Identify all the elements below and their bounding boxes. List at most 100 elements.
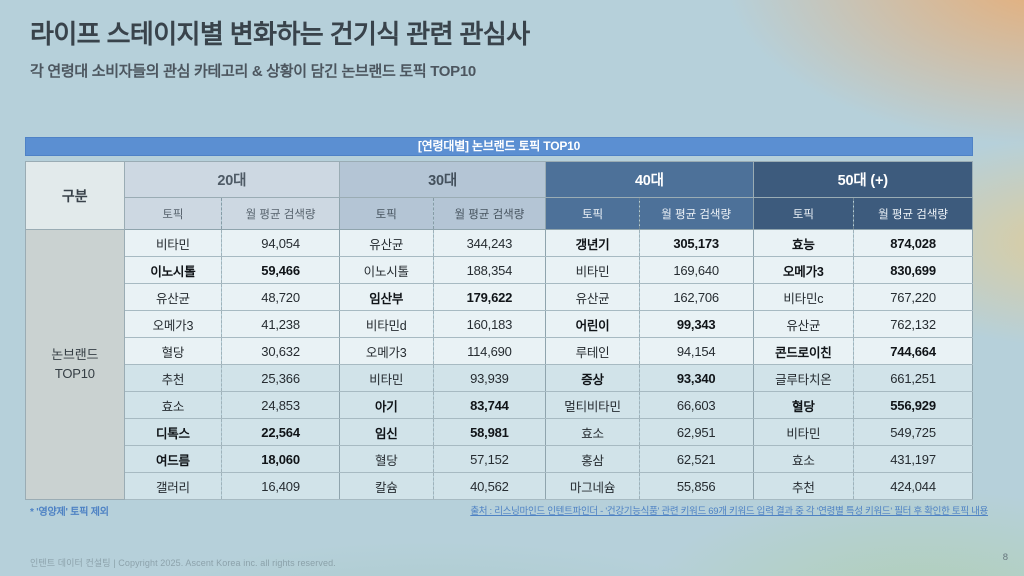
search-volume-cell: 62,521 <box>639 445 754 473</box>
topic-cell: 칼슘 <box>339 472 434 500</box>
topic-cell: 혈당 <box>124 337 223 365</box>
volume-column-header: 월 평균 검색량 <box>639 197 754 230</box>
search-volume-cell: 169,640 <box>639 256 754 284</box>
search-volume-cell: 55,856 <box>639 472 754 500</box>
search-volume-cell: 99,343 <box>639 310 754 338</box>
topics-table: 구분 20대 30대 40대 50대 (+) 토픽 월 평균 검색량 토픽 월 … <box>25 161 974 500</box>
search-volume-cell: 344,243 <box>433 229 547 257</box>
table-row: 유산균 48,720 임산부 179,622 유산균 162,706 비타민c 767,220 <box>26 283 973 311</box>
volume-column-header: 월 평균 검색량 <box>853 197 973 230</box>
table-row: 추천 25,366 비타민 93,939 증상 93,340 글루타치온 661,251 <box>26 364 973 392</box>
table-row: 갤러리 16,409 칼슘 40,562 마그네슘 55,856 추천 424,044 <box>26 472 973 500</box>
search-volume-cell: 93,340 <box>639 364 754 392</box>
table-row: 이노시톨 59,466 이노시톨 188,354 비타민 169,640 오메가3 830,6… <box>26 256 973 284</box>
topic-cell: 추천 <box>124 364 223 392</box>
search-volume-cell: 162,706 <box>639 283 754 311</box>
source-link[interactable]: 출처 : 리스닝마인드 인텐트파인더 - '건강기능식품' 관련 키워드 69개… <box>470 506 988 517</box>
topic-column-header: 토픽 <box>339 197 434 230</box>
page-number: 8 <box>1002 552 1008 563</box>
topic-cell: 효능 <box>753 229 855 257</box>
age-group-header-30s: 30대 <box>338 161 547 198</box>
topic-cell: 비타민d <box>339 310 434 338</box>
topic-cell: 효소 <box>124 391 223 419</box>
search-volume-cell: 16,409 <box>221 472 340 500</box>
search-volume-cell: 83,744 <box>433 391 547 419</box>
topic-column-header: 토픽 <box>545 197 640 230</box>
footer-row: * '영양제' 토픽 제외 출처 : 리스닝마인드 인텐트파인더 - '건강기능… <box>30 503 988 518</box>
search-volume-cell: 94,054 <box>221 229 340 257</box>
topic-cell: 임산부 <box>339 283 434 311</box>
table-row: 혈당 30,632 오메가3 114,690 루테인 94,154 콘드로이친 744,664 <box>26 337 973 365</box>
search-volume-cell: 767,220 <box>853 283 973 311</box>
search-volume-cell: 93,939 <box>433 364 547 392</box>
table-row: 오메가3 41,238 비타민d 160,183 어린이 99,343 유산균 762,132 <box>26 310 973 338</box>
search-volume-cell: 830,699 <box>853 256 973 284</box>
header-block: 라이프 스테이지별 변화하는 건기식 관련 관심사 각 연령대 소비자들의 관심… <box>30 14 530 81</box>
topic-cell: 갤러리 <box>124 472 223 500</box>
topic-cell: 효소 <box>753 445 855 473</box>
topic-cell: 아기 <box>339 391 434 419</box>
search-volume-cell: 114,690 <box>433 337 547 365</box>
search-volume-cell: 41,238 <box>221 310 340 338</box>
topic-cell: 유산균 <box>339 229 434 257</box>
search-volume-cell: 762,132 <box>853 310 973 338</box>
topic-cell: 비타민 <box>753 418 855 446</box>
volume-column-header: 월 평균 검색량 <box>433 197 547 230</box>
sub-header-row: 토픽 월 평균 검색량 토픽 월 평균 검색량 토픽 월 평균 검색량 토픽 월… <box>26 197 973 230</box>
topic-cell: 오메가3 <box>339 337 434 365</box>
topic-cell: 임신 <box>339 418 434 446</box>
topic-cell: 유산균 <box>124 283 223 311</box>
topic-cell: 이노시톨 <box>124 256 223 284</box>
search-volume-cell: 431,197 <box>853 445 973 473</box>
topic-cell: 혈당 <box>753 391 855 419</box>
search-volume-cell: 24,853 <box>221 391 340 419</box>
volume-column-header: 월 평균 검색량 <box>221 197 340 230</box>
topic-cell: 디톡스 <box>124 418 223 446</box>
page-title: 라이프 스테이지별 변화하는 건기식 관련 관심사 <box>30 19 530 49</box>
topic-cell: 어린이 <box>545 310 640 338</box>
topic-cell: 비타민c <box>753 283 855 311</box>
topic-cell: 효소 <box>545 418 640 446</box>
topic-cell: 콘드로이친 <box>753 337 855 365</box>
search-volume-cell: 48,720 <box>221 283 340 311</box>
copyright: 인텐트 데이터 컨설팅 | Copyright 2025. Ascent Kor… <box>30 558 336 568</box>
table-row: 효소 24,853 아기 83,744 멀티비타민 66,603 혈당 556,929 <box>26 391 973 419</box>
topic-cell: 멀티비타민 <box>545 391 640 419</box>
search-volume-cell: 58,981 <box>433 418 547 446</box>
search-volume-cell: 22,564 <box>221 418 340 446</box>
age-group-header-50s: 50대 (+) <box>752 161 974 198</box>
topic-cell: 비타민 <box>545 256 640 284</box>
search-volume-cell: 179,622 <box>433 283 547 311</box>
search-volume-cell: 549,725 <box>853 418 973 446</box>
topic-cell: 유산균 <box>545 283 640 311</box>
topic-cell: 마그네슘 <box>545 472 640 500</box>
topic-cell: 오메가3 <box>124 310 223 338</box>
search-volume-cell: 305,173 <box>639 229 754 257</box>
topic-cell: 루테인 <box>545 337 640 365</box>
topic-cell: 비타민 <box>339 364 434 392</box>
search-volume-cell: 160,183 <box>433 310 547 338</box>
search-volume-cell: 18,060 <box>221 445 340 473</box>
topic-cell: 비타민 <box>124 229 223 257</box>
topic-cell: 이노시톨 <box>339 256 434 284</box>
search-volume-cell: 40,562 <box>433 472 547 500</box>
topic-cell: 추천 <box>753 472 855 500</box>
row-group-label: 논브랜드 TOP10 <box>25 229 125 500</box>
topic-cell: 혈당 <box>339 445 434 473</box>
search-volume-cell: 874,028 <box>853 229 973 257</box>
topic-cell: 갱년기 <box>545 229 640 257</box>
topic-column-header: 토픽 <box>124 197 223 230</box>
search-volume-cell: 57,152 <box>433 445 547 473</box>
search-volume-cell: 25,366 <box>221 364 340 392</box>
table-row: 논브랜드 TOP10 비타민 94,054 유산균 344,243 갱년기 305,173 효… <box>25 229 973 500</box>
page-subtitle: 각 연령대 소비자들의 관심 카테고리 & 상황이 담긴 논브랜드 토픽 TOP… <box>30 63 476 80</box>
search-volume-cell: 744,664 <box>853 337 973 365</box>
table-row: 디톡스 22,564 임신 58,981 효소 62,951 비타민 549,725 <box>26 418 973 446</box>
corner-header: 구분 <box>25 161 125 230</box>
age-group-header-20s: 20대 <box>123 161 340 198</box>
age-group-header-40s: 40대 <box>545 161 754 198</box>
search-volume-cell: 94,154 <box>639 337 754 365</box>
search-volume-cell: 30,632 <box>221 337 340 365</box>
search-volume-cell: 188,354 <box>433 256 547 284</box>
